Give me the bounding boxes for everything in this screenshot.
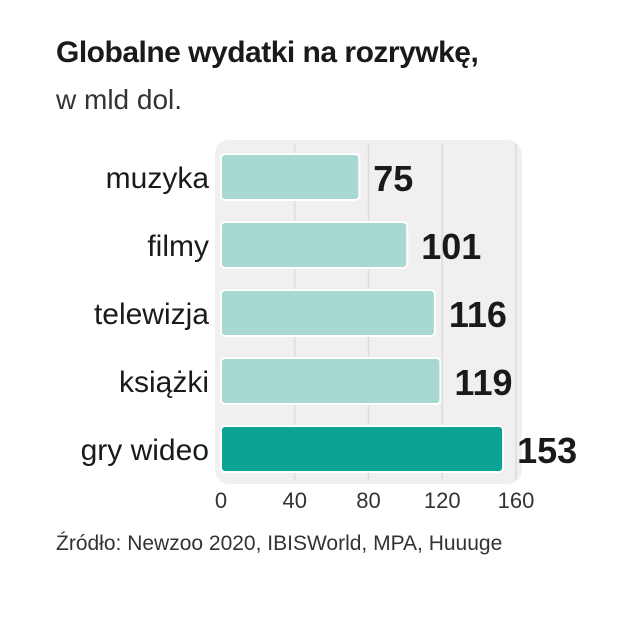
category-label-1: muzyka xyxy=(106,162,210,195)
x-tick-label-1: 0 xyxy=(215,488,227,513)
chart-subtitle: w mld dol. xyxy=(56,84,183,115)
bar-4 xyxy=(220,357,442,405)
x-tick-label-2: 40 xyxy=(283,488,307,513)
category-label-3: telewizja xyxy=(94,298,209,331)
value-label-2: 101 xyxy=(421,226,481,267)
value-label-1: 75 xyxy=(373,158,413,199)
value-label-4: 119 xyxy=(454,362,512,403)
bar-1 xyxy=(220,153,361,201)
category-label-2: filmy xyxy=(147,230,209,263)
bar-2 xyxy=(220,221,409,269)
category-label-5: gry wideo xyxy=(81,434,209,467)
x-tick-label-3: 80 xyxy=(356,488,380,513)
value-label-3: 116 xyxy=(449,294,507,335)
source-note: Źródło: Newzoo 2020, IBISWorld, MPA, Huu… xyxy=(56,532,503,555)
bar-5 xyxy=(220,425,505,473)
bar-chart: muzyka 75 filmy 101 telewizja 116 książki 119 gr… xyxy=(81,140,577,513)
value-label-5: 153 xyxy=(517,430,577,471)
category-label-4: książki xyxy=(119,366,209,399)
bar-3 xyxy=(220,289,436,337)
chart-title: Globalne wydatki na rozrywkę, xyxy=(56,36,479,69)
x-tick-label-4: 120 xyxy=(424,488,461,513)
x-tick-label-5: 160 xyxy=(498,488,535,513)
